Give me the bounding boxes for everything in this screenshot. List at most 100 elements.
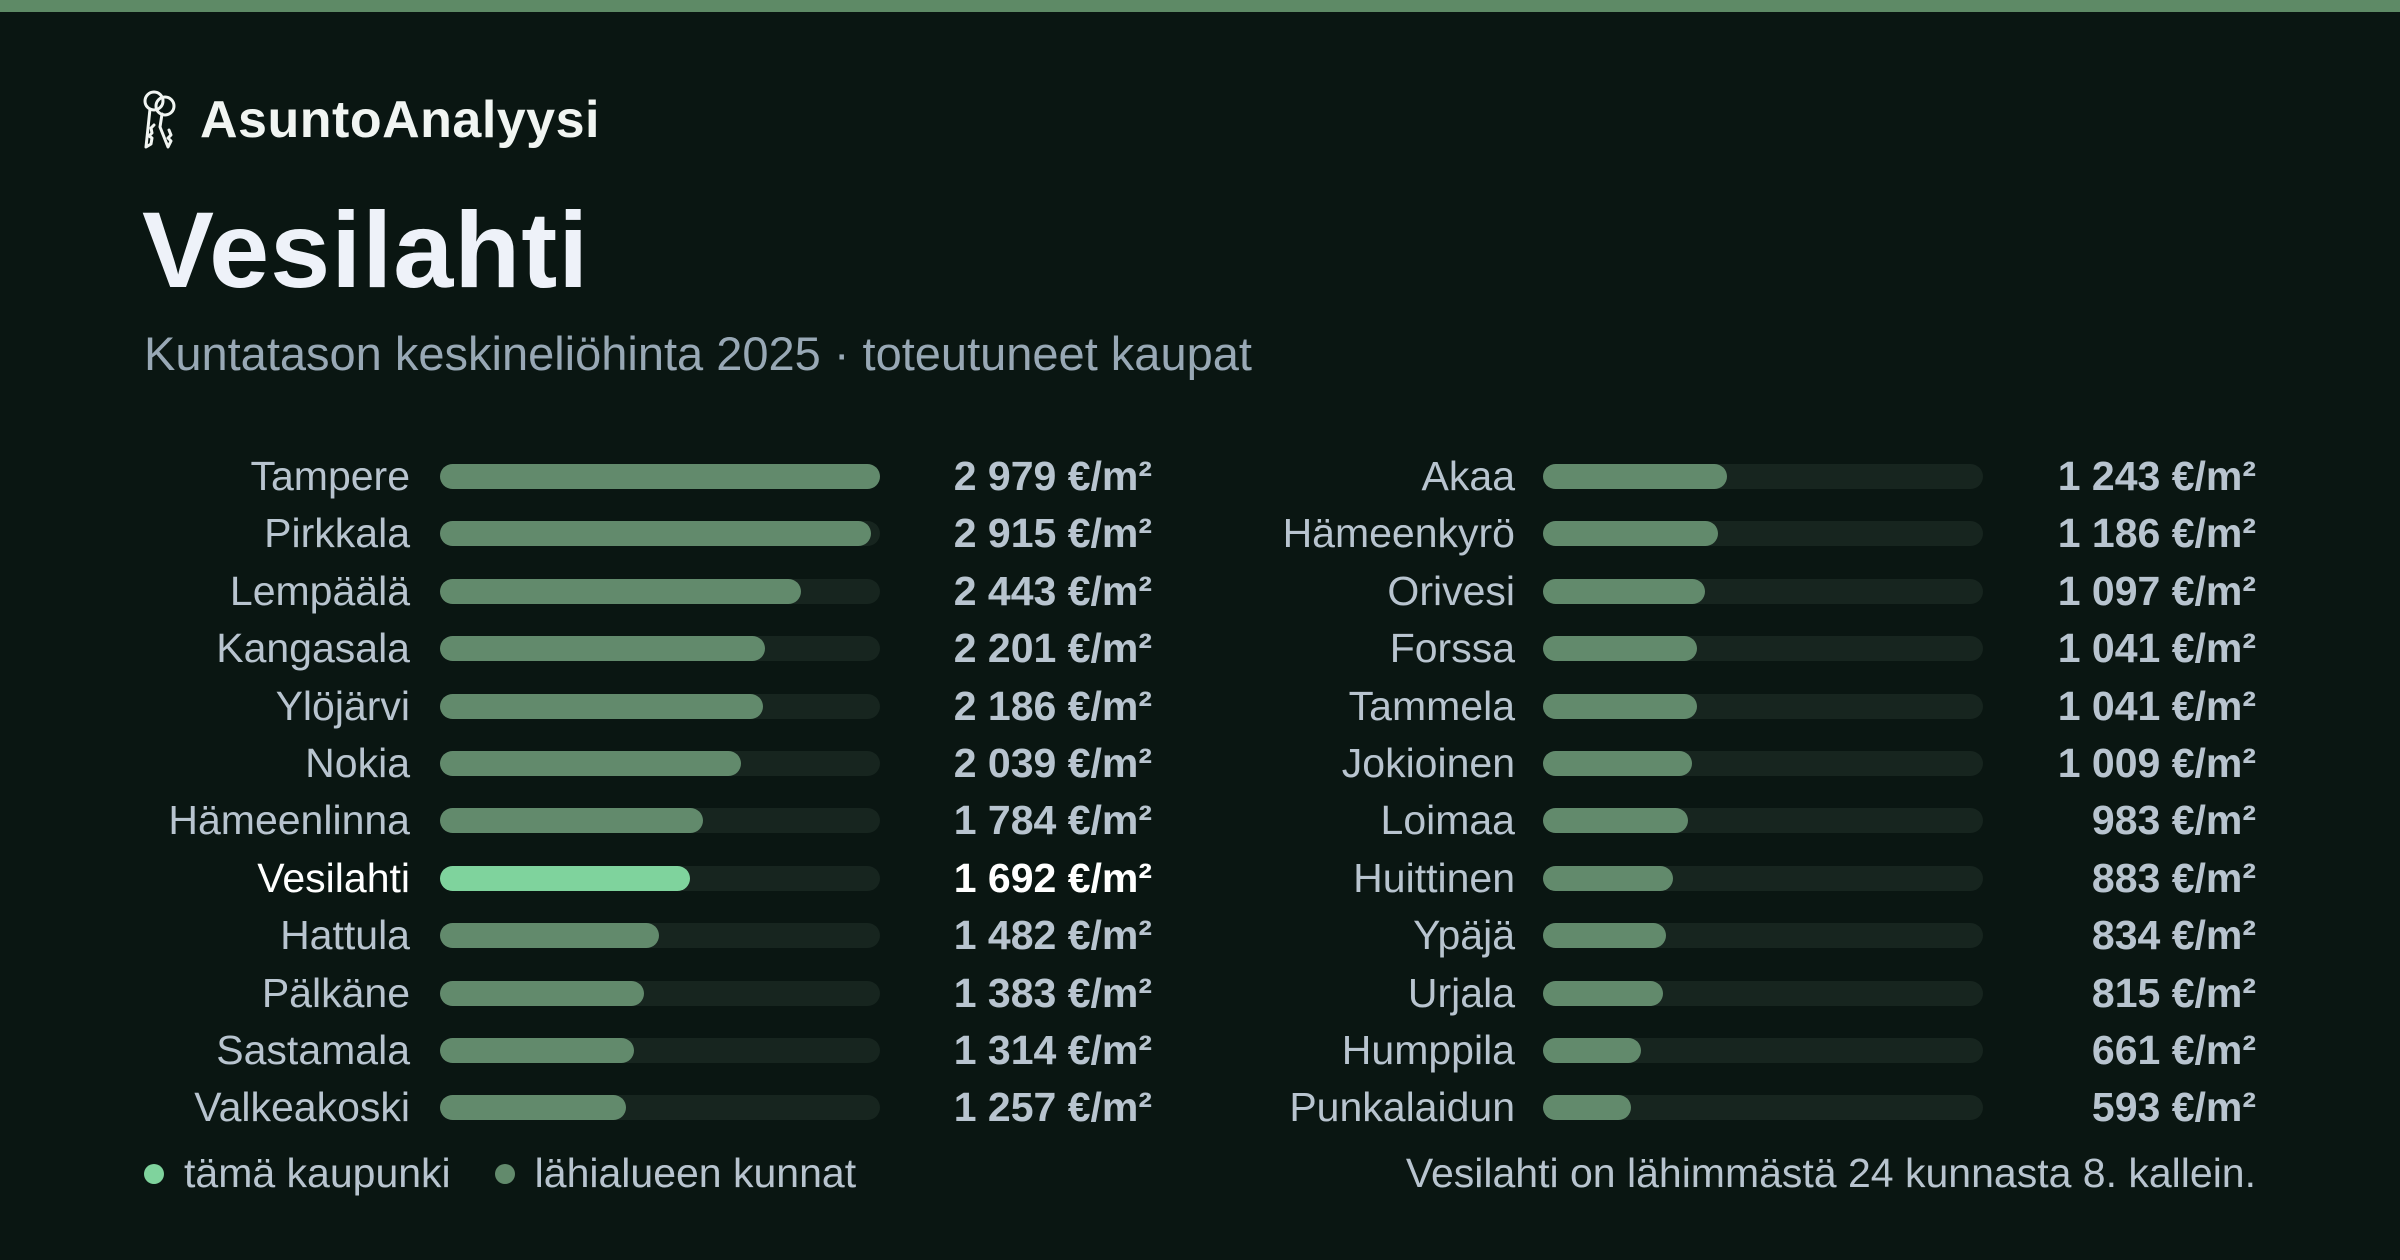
bar-track	[440, 636, 880, 662]
bar-track	[440, 750, 880, 776]
chart-row: Pirkkala 2 915 €/m²	[0, 505, 2400, 562]
chart-column-right: Akaa 1 243 €/m² Hämeenkyrö 1 186 €/m² Orives…	[0, 448, 2400, 1137]
value-label: 1 784 €/m²	[953, 797, 1152, 844]
value-label: 815 €/m²	[2091, 969, 2256, 1016]
bar	[440, 865, 690, 891]
bar-track	[1543, 865, 1983, 891]
bar	[440, 923, 659, 949]
legend-dot-this-city	[144, 1163, 164, 1184]
bar	[440, 578, 801, 604]
bar-track	[1543, 693, 1983, 719]
chart-row: Loimaa 983 €/m²	[0, 792, 2400, 849]
row-label: Vesilahti	[257, 854, 410, 901]
value-label: 2 979 €/m²	[953, 453, 1152, 499]
bar	[440, 1095, 626, 1121]
value-label: 1 243 €/m²	[2057, 453, 2256, 499]
bar	[1543, 980, 1664, 1006]
chart-row: Huittinen 883 €/m²	[0, 850, 2400, 907]
value-label: 2 039 €/m²	[953, 739, 1152, 786]
bar	[440, 750, 742, 776]
row-label: Orivesi	[1387, 567, 1515, 614]
value-label: 1 482 €/m²	[953, 912, 1152, 959]
bar	[440, 521, 871, 547]
bar-track	[440, 980, 880, 1006]
bar-track	[1543, 578, 1983, 604]
value-label: 2 186 €/m²	[953, 682, 1152, 729]
row-label: Tampere	[250, 453, 410, 499]
row-label: Hämeenkyrö	[1282, 510, 1515, 557]
chart-row: Tampere 2 979 €/m²	[0, 448, 2400, 505]
value-label: 1 692 €/m²	[953, 854, 1152, 901]
value-label: 1 314 €/m²	[953, 1026, 1152, 1073]
bar	[440, 636, 766, 662]
row-label: Punkalaidun	[1289, 1084, 1515, 1131]
row-label: Pälkäne	[261, 969, 410, 1016]
page-title: Vesilahti	[142, 189, 590, 310]
bar	[440, 693, 763, 719]
chart-row: Lempäälä 2 443 €/m²	[0, 563, 2400, 620]
row-label: Huittinen	[1353, 854, 1515, 901]
value-label: 1 186 €/m²	[2057, 510, 2256, 557]
value-label: 1 041 €/m²	[2057, 682, 2256, 729]
bar	[1543, 636, 1697, 662]
row-label: Akaa	[1421, 453, 1515, 499]
chart-row: Jokioinen 1 009 €/m²	[0, 735, 2400, 792]
row-label: Valkeakoski	[194, 1084, 410, 1131]
bar-track	[1543, 750, 1983, 776]
bar-track	[1543, 1095, 1983, 1121]
bar-track	[440, 923, 880, 949]
bar	[1543, 808, 1689, 834]
value-label: 1 097 €/m²	[2057, 567, 2256, 614]
bar	[440, 1037, 635, 1063]
value-label: 593 €/m²	[2091, 1084, 2256, 1131]
bar-track	[440, 578, 880, 604]
bar-track	[440, 693, 880, 719]
row-label: Hattula	[280, 912, 410, 959]
bar	[1543, 464, 1727, 489]
chart-row: Hämeenkyrö 1 186 €/m²	[0, 505, 2400, 562]
value-label: 883 €/m²	[2091, 854, 2256, 901]
bar	[440, 980, 645, 1006]
value-label: 2 443 €/m²	[953, 567, 1152, 614]
row-label: Loimaa	[1380, 797, 1515, 844]
row-label: Urjala	[1407, 969, 1515, 1016]
row-label: Hämeenlinna	[168, 797, 410, 844]
chart-row: Vesilahti 1 692 €/m²	[0, 850, 2400, 907]
bar-track	[440, 521, 880, 547]
legend-dot-nearby	[494, 1163, 515, 1184]
value-label: 1 383 €/m²	[953, 969, 1152, 1016]
row-label: Kangasala	[216, 625, 410, 672]
chart-row: Pälkäne 1 383 €/m²	[0, 965, 2400, 1022]
legend-label-this-city: tämä kaupunki	[184, 1150, 451, 1196]
bar-track	[1543, 521, 1983, 547]
bar	[1543, 578, 1706, 604]
chart-row: Akaa 1 243 €/m²	[0, 448, 2400, 505]
value-label: 1 009 €/m²	[2057, 739, 2256, 786]
bar-track	[1543, 923, 1983, 949]
bar-track	[1543, 1037, 1983, 1063]
bar	[1543, 1095, 1631, 1121]
bar	[1543, 750, 1693, 776]
chart-row: Orivesi 1 097 €/m²	[0, 563, 2400, 620]
brand-name: AsuntoAnalyysi	[200, 91, 600, 149]
chart-row: Valkeakoski 1 257 €/m²	[0, 1079, 2400, 1136]
footnote: Vesilahti on lähimmästä 24 kunnasta 8. k…	[1405, 1150, 2256, 1196]
chart-row: Punkalaidun 593 €/m²	[0, 1079, 2400, 1136]
chart-row: Ylöjärvi 2 186 €/m²	[0, 678, 2400, 735]
row-label: Ylöjärvi	[275, 682, 410, 729]
chart-row: Sastamala 1 314 €/m²	[0, 1022, 2400, 1079]
value-label: 834 €/m²	[2091, 912, 2256, 959]
bar-track	[440, 1037, 880, 1063]
bar-track	[1543, 980, 1983, 1006]
brand: AsuntoAnalyysi	[140, 88, 600, 152]
value-label: 2 201 €/m²	[953, 625, 1152, 672]
chart-row: Kangasala 2 201 €/m²	[0, 620, 2400, 677]
bar-track	[440, 1095, 880, 1121]
chart-row: Hämeenlinna 1 784 €/m²	[0, 792, 2400, 849]
page-subtitle: Kuntatason keskineliöhinta 2025 · toteut…	[144, 327, 1252, 380]
legend: tämä kaupunki lähialueen kunnat	[144, 1150, 856, 1197]
chart-row: Ypäjä 834 €/m²	[0, 907, 2400, 964]
bar-track	[440, 808, 880, 834]
bar	[1543, 521, 1719, 547]
row-label: Tammela	[1348, 682, 1515, 729]
